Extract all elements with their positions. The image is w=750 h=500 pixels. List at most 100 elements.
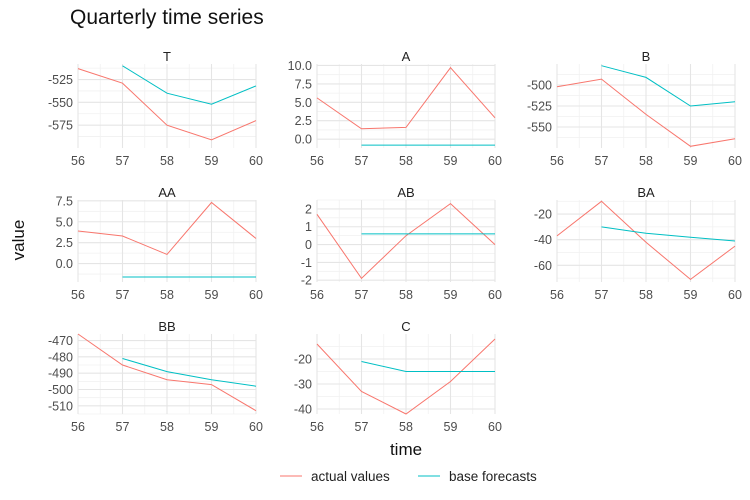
x-tick-label: 57 — [355, 288, 369, 302]
x-tick-label: 58 — [160, 420, 174, 434]
x-tick-label: 60 — [488, 420, 502, 434]
y-tick-label: -40 — [294, 403, 312, 417]
x-tick-label: 59 — [684, 288, 698, 302]
x-tick-label: 58 — [639, 154, 653, 168]
series-line-base-forecasts — [361, 361, 495, 372]
y-tick-label: -1 — [301, 256, 312, 270]
y-tick-label: 7.5 — [295, 77, 312, 91]
y-tick-label: -550 — [48, 96, 73, 110]
x-tick-label: 57 — [116, 154, 130, 168]
y-tick-label: -20 — [294, 353, 312, 367]
facet-ba: BA -20 -40 -60 56 57 58 59 60 — [534, 185, 742, 302]
x-tick-label: 59 — [444, 288, 458, 302]
facet-strip-label: B — [642, 49, 651, 64]
series-line-actual-values — [316, 66, 496, 130]
y-tick-label: -480 — [48, 350, 73, 364]
y-tick-label: 10.0 — [288, 59, 312, 73]
y-tick-label: -575 — [48, 119, 73, 133]
legend-label: base forecasts — [449, 469, 537, 484]
y-tick-label: -500 — [48, 383, 73, 397]
x-tick-label: 56 — [71, 154, 85, 168]
x-tick-label: 56 — [71, 288, 85, 302]
facet-strip-label: AA — [158, 185, 176, 200]
y-axis-label: value — [9, 220, 28, 261]
facet-strip-label: T — [163, 49, 171, 64]
series-line-actual-values — [77, 201, 257, 256]
chart-title: Quarterly time series — [70, 6, 264, 29]
y-tick-label: 7.5 — [56, 194, 73, 208]
y-tick-label: -60 — [534, 259, 552, 273]
series-line-actual-values — [316, 338, 496, 415]
y-tick-label: 2 — [305, 202, 312, 216]
series-line-base-forecasts — [122, 358, 257, 387]
facet-t: T -525 -550 -575 56 57 58 59 60 — [48, 49, 263, 168]
facet-strip-label: C — [401, 319, 410, 334]
y-tick-label: 0.0 — [56, 257, 73, 271]
series-line-base-forecasts — [122, 65, 257, 105]
facet-c: C -20 -30 -40 56 57 58 59 60 — [294, 319, 502, 434]
x-tick-label: 60 — [728, 288, 742, 302]
x-tick-label: 58 — [639, 288, 653, 302]
x-tick-label: 57 — [355, 154, 369, 168]
y-tick-label: -500 — [527, 79, 552, 93]
y-tick-label: -30 — [294, 378, 312, 392]
facet-aa: AA 7.5 5.0 2.5 0.0 56 57 58 59 60 — [56, 185, 263, 302]
x-tick-label: 57 — [116, 420, 130, 434]
y-tick-label: -525 — [527, 100, 552, 114]
x-tick-label: 60 — [249, 154, 263, 168]
facet-a: A 10.0 7.5 5.0 2.5 0.0 56 57 58 59 60 — [288, 49, 502, 168]
legend-label: actual values — [311, 469, 390, 484]
y-tick-label: -510 — [48, 399, 73, 413]
x-tick-label: 59 — [444, 420, 458, 434]
x-tick-label: 56 — [71, 420, 85, 434]
x-tick-label: 59 — [684, 154, 698, 168]
x-tick-label: 57 — [116, 288, 130, 302]
x-tick-label: 56 — [550, 154, 564, 168]
y-tick-label: -470 — [48, 334, 73, 348]
x-tick-label: 56 — [310, 154, 324, 168]
y-tick-label: -20 — [534, 208, 552, 222]
x-tick-label: 58 — [160, 154, 174, 168]
y-tick-label: -525 — [48, 73, 73, 87]
x-tick-label: 60 — [249, 288, 263, 302]
x-tick-label: 59 — [444, 154, 458, 168]
series-line-actual-values — [77, 333, 257, 412]
series-line-base-forecasts — [601, 65, 736, 107]
facet-b: B -500 -525 -550 56 57 58 59 60 — [527, 49, 742, 168]
series-line-actual-values — [556, 78, 736, 147]
y-tick-label: 2.5 — [56, 236, 73, 250]
y-tick-label: 5.0 — [295, 96, 312, 110]
x-tick-label: 60 — [488, 154, 502, 168]
x-axis-label: time — [390, 440, 422, 459]
facet-strip-label: A — [402, 49, 411, 64]
x-tick-label: 60 — [728, 154, 742, 168]
series-line-actual-values — [556, 200, 736, 281]
x-tick-label: 59 — [205, 288, 219, 302]
x-tick-label: 57 — [355, 420, 369, 434]
y-tick-label: -550 — [527, 121, 552, 135]
x-tick-label: 59 — [205, 420, 219, 434]
legend: actual values base forecasts — [280, 469, 537, 484]
x-tick-label: 60 — [488, 288, 502, 302]
facet-strip-label: BB — [158, 319, 175, 334]
series-line-actual-values — [77, 68, 257, 141]
x-tick-label: 59 — [205, 154, 219, 168]
y-tick-label: -2 — [301, 274, 312, 288]
series-line-actual-values — [316, 202, 496, 280]
series-line-base-forecasts — [601, 226, 736, 242]
y-tick-label: 5.0 — [56, 215, 73, 229]
x-tick-label: 58 — [399, 154, 413, 168]
y-tick-label: -490 — [48, 367, 73, 381]
x-tick-label: 58 — [399, 420, 413, 434]
x-tick-label: 56 — [310, 420, 324, 434]
y-tick-label: 1 — [305, 220, 312, 234]
facet-bb: BB -470 -480 -490 -500 -510 56 57 58 59 60 — [48, 319, 263, 434]
y-tick-label: -40 — [534, 233, 552, 247]
y-tick-label: 2.5 — [295, 114, 312, 128]
x-tick-label: 57 — [595, 288, 609, 302]
x-tick-label: 56 — [550, 288, 564, 302]
facet-ab: AB 2 1 0 -1 -256 57 58 59 60 — [301, 185, 502, 302]
x-tick-label: 58 — [399, 288, 413, 302]
x-tick-label: 56 — [310, 288, 324, 302]
